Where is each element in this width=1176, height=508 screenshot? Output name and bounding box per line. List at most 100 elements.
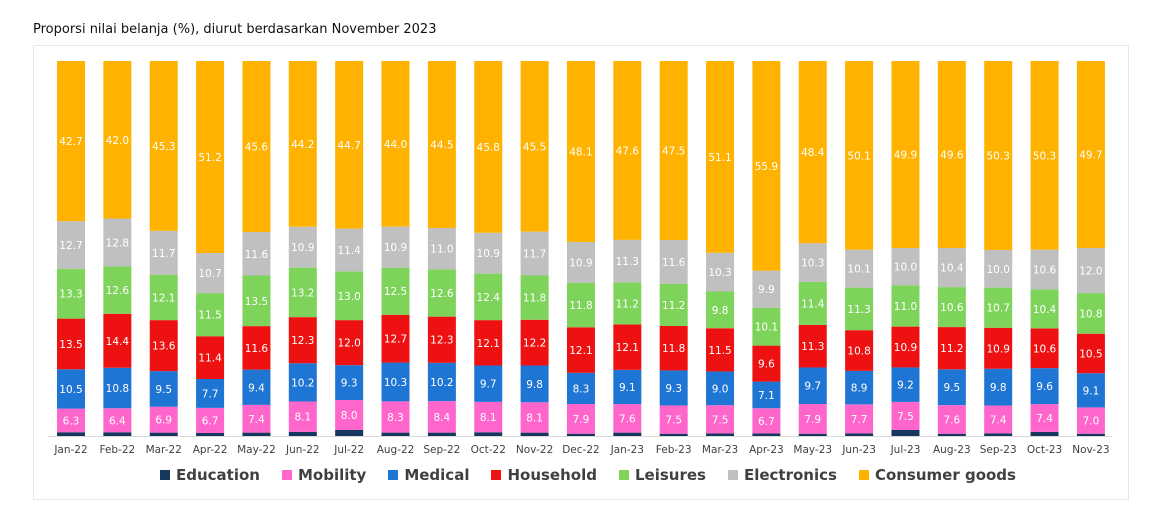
data-label: 7.4: [1036, 413, 1053, 425]
bar-segment-electronics-Jul-22: [335, 228, 364, 272]
data-label: 47.6: [616, 145, 640, 157]
data-label: 12.3: [430, 335, 453, 347]
data-label: 11.5: [198, 310, 221, 322]
bar-segment-electronics-Nov-23: [1076, 247, 1105, 294]
data-label: 9.0: [712, 383, 729, 395]
bar-segment-electronics-Feb-23: [659, 240, 688, 284]
data-label: 49.9: [894, 149, 917, 161]
data-label: 9.7: [804, 381, 821, 393]
bar-segment-leisures-Jun-23: [845, 287, 874, 331]
data-label: 9.5: [943, 382, 960, 394]
bar-segment-household-Jul-23: [891, 326, 920, 368]
bar-segment-medical-Jul-23: [891, 367, 920, 402]
bar-segment-leisures-Jun-22: [288, 267, 317, 318]
data-label: 10.1: [847, 264, 870, 276]
bar-segment-electronics-Jun-22: [288, 226, 317, 268]
bar-segment-mobility-Oct-23: [1030, 404, 1059, 432]
x-tick-label: Jan-22: [53, 444, 87, 456]
bar-segment-medical-Oct-22: [474, 365, 503, 402]
x-tick-label: May-23: [793, 444, 832, 456]
bar-segment-medical-Aug-22: [381, 362, 410, 402]
bar-segment-mobility-Nov-22: [520, 402, 549, 433]
data-label: 7.1: [758, 390, 775, 402]
x-tick-label: Feb-23: [656, 444, 692, 456]
bar-segment-household-Mar-22: [149, 320, 178, 372]
bar-segment-consumer-goods-Jun-23: [845, 61, 874, 250]
data-label: 51.1: [708, 152, 731, 164]
bar-segment-household-May-23: [798, 324, 827, 368]
bar-segment-mobility-Oct-22: [474, 401, 503, 433]
bar-segment-leisures-May-22: [242, 275, 271, 327]
data-label: 13.2: [291, 287, 314, 299]
legend-swatch: [618, 470, 629, 480]
data-label: 10.6: [1033, 343, 1057, 355]
bar-segment-electronics-Apr-23: [752, 270, 781, 308]
data-label: 6.3: [63, 415, 80, 427]
bar-segment-household-Oct-22: [474, 320, 503, 366]
data-label: 11.6: [662, 257, 686, 269]
x-tick-label: Oct-22: [471, 444, 506, 456]
bar-segment-medical-Jan-23: [613, 369, 642, 405]
data-label: 10.9: [987, 343, 1010, 355]
data-label: 10.2: [291, 377, 314, 389]
legend-swatch: [281, 470, 292, 480]
legend-label: Medical: [404, 466, 470, 484]
bar-segment-mobility-Sep-22: [427, 401, 456, 433]
bar-segment-education-Jul-22: [335, 430, 364, 436]
x-tick-label: May-22: [237, 444, 276, 456]
data-label: 7.5: [665, 415, 682, 427]
data-label: 11.0: [430, 244, 453, 256]
data-label: 7.7: [851, 414, 868, 426]
data-label: 6.7: [202, 415, 219, 427]
bar-segment-electronics-Sep-22: [427, 228, 456, 270]
bar-segment-medical-Feb-23: [659, 370, 688, 406]
data-label: 10.0: [894, 262, 917, 274]
data-label: 6.7: [758, 416, 775, 428]
chart-title: Proporsi nilai belanja (%), diurut berda…: [33, 22, 437, 37]
data-label: 10.1: [755, 322, 778, 334]
bar-segment-education-Dec-22: [566, 433, 595, 436]
data-label: 7.9: [573, 414, 590, 426]
x-tick-label: Sep-23: [980, 444, 1017, 456]
x-tick-label: Jul-22: [333, 444, 364, 456]
bar-segment-leisures-May-23: [798, 282, 827, 325]
bar-segment-consumer-goods-Nov-23: [1076, 61, 1105, 248]
data-label: 11.0: [894, 301, 917, 313]
bar-segment-mobility-Feb-22: [103, 408, 132, 433]
bar-segment-electronics-Oct-22: [474, 232, 503, 274]
bar-segment-consumer-goods-Sep-22: [427, 61, 456, 229]
data-label: 50.3: [987, 151, 1010, 163]
bar-segment-medical-May-22: [242, 369, 271, 405]
x-tick-label: Mar-22: [146, 444, 182, 456]
bar-segment-medical-Nov-22: [520, 365, 549, 403]
data-label: 10.8: [106, 383, 129, 395]
bar-segment-household-Aug-23: [937, 327, 966, 370]
bar-segment-leisures-Oct-23: [1030, 289, 1059, 329]
bar-segment-electronics-Feb-22: [103, 218, 132, 267]
data-label: 55.9: [755, 161, 778, 173]
x-tick-label: Jun-23: [841, 444, 876, 456]
data-label: 12.0: [1079, 266, 1102, 278]
data-label: 10.9: [291, 242, 314, 254]
bar-segment-consumer-goods-Mar-23: [706, 61, 735, 253]
data-label: 10.0: [987, 264, 1010, 276]
data-label: 13.5: [59, 339, 82, 351]
bar-segment-mobility-Apr-22: [196, 407, 225, 433]
data-label: 9.3: [665, 383, 682, 395]
data-label: 13.0: [337, 291, 360, 303]
bar-segment-leisures-Jan-22: [57, 268, 85, 319]
data-label: 9.4: [248, 382, 265, 394]
bar-segment-leisures-Jul-22: [335, 271, 364, 321]
data-label: 11.7: [152, 248, 175, 260]
data-label: 44.2: [291, 139, 314, 151]
bar-segment-leisures-Sep-22: [427, 269, 456, 317]
x-tick-label: Feb-22: [99, 444, 135, 456]
legend-item: Education: [160, 466, 260, 484]
data-label: 10.8: [1079, 308, 1102, 320]
bar-segment-medical-Feb-22: [103, 367, 132, 409]
bar-segment-medical-Sep-23: [984, 368, 1013, 406]
data-label: 12.1: [569, 345, 592, 357]
legend-item: Consumer goods: [858, 466, 1016, 484]
x-tick-label: Jan-23: [610, 444, 644, 456]
